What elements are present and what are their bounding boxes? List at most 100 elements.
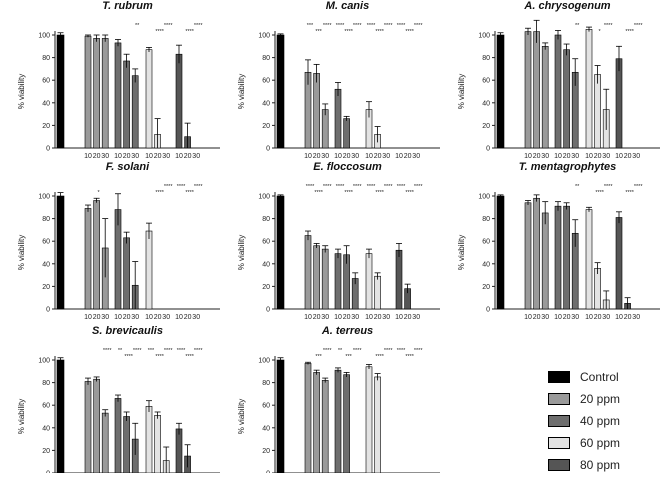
significance-label: **** — [353, 348, 362, 354]
chart-panel: S. brevicaulis% viability020406080100102… — [17, 325, 220, 473]
y-tick-label: 80 — [42, 55, 50, 62]
legend-label-80ppm: 80 ppm — [580, 458, 621, 472]
bar — [533, 197, 540, 310]
legend-item-40ppm: 40 ppm — [548, 411, 658, 431]
y-tick-label: 20 — [42, 448, 50, 455]
bar — [541, 212, 549, 310]
significance-label: **** — [177, 348, 186, 354]
significance-label: *** — [148, 348, 155, 354]
bar — [93, 200, 100, 310]
legend-swatch-20ppm — [548, 393, 570, 405]
chart-title: F. solani — [106, 161, 150, 173]
x-tick-label: 30 — [131, 153, 139, 160]
bar-control — [496, 195, 505, 310]
x-tick-label: 20 — [184, 314, 192, 321]
x-tick-label: 20 — [624, 153, 632, 160]
bar — [101, 412, 109, 473]
significance-label: **** — [306, 184, 315, 190]
x-tick-label: 10 — [365, 153, 373, 160]
x-tick-label: 30 — [162, 314, 170, 321]
significance-label: **** — [397, 23, 406, 29]
x-tick-label: 10 — [84, 153, 92, 160]
bar — [84, 208, 92, 310]
y-tick-label: 60 — [262, 403, 270, 410]
y-tick-label: 100 — [258, 194, 270, 201]
y-axis-label: % viability — [17, 235, 26, 271]
bar — [365, 366, 373, 473]
x-tick-label: 30 — [162, 153, 170, 160]
bar — [615, 58, 623, 149]
x-tick-label: 20 — [154, 153, 162, 160]
bar — [334, 88, 342, 149]
x-tick-label: 10 — [365, 314, 373, 321]
x-tick-label: 20 — [93, 153, 101, 160]
significance-label: **** — [384, 23, 393, 29]
x-tick-label: 30 — [192, 314, 200, 321]
x-tick-label: 10 — [554, 314, 562, 321]
x-tick-label: 30 — [541, 153, 549, 160]
bar — [334, 369, 342, 473]
bar — [123, 237, 130, 310]
bar — [343, 374, 350, 473]
significance-label: **** — [194, 23, 203, 29]
bar — [313, 245, 320, 310]
x-tick-label: 10 — [175, 153, 183, 160]
significance-label: **** — [185, 354, 194, 360]
significance-label: **** — [405, 29, 414, 35]
x-tick-label: 20 — [313, 153, 321, 160]
significance-label: **** — [367, 184, 376, 190]
x-tick-label: 30 — [602, 153, 610, 160]
significance-label: **** — [375, 190, 384, 196]
y-tick-label: 40 — [42, 425, 50, 432]
y-tick-label: 100 — [38, 194, 50, 201]
x-tick-label: 20 — [374, 314, 382, 321]
x-tick-label: 30 — [632, 153, 640, 160]
bar — [123, 60, 130, 149]
y-tick-label: 20 — [262, 448, 270, 455]
significance-label: **** — [595, 190, 604, 196]
y-axis-label: % viability — [237, 74, 246, 110]
x-tick-label: 30 — [602, 314, 610, 321]
x-tick-label: 20 — [404, 153, 412, 160]
bar — [145, 49, 153, 149]
chart-title: M. canis — [326, 0, 369, 12]
significance-label: ** — [135, 23, 140, 29]
bar-control — [56, 195, 65, 310]
significance-label: *** — [315, 354, 322, 360]
y-tick-label: 0 — [486, 146, 490, 153]
y-tick-label: 100 — [258, 33, 270, 40]
x-tick-label: 10 — [395, 314, 403, 321]
y-tick-label: 40 — [482, 261, 490, 268]
significance-label: ** — [118, 348, 123, 354]
x-tick-label: 30 — [131, 314, 139, 321]
significance-label: **** — [323, 23, 332, 29]
x-tick-label: 30 — [351, 153, 359, 160]
significance-label: **** — [155, 29, 164, 35]
y-tick-label: 0 — [266, 471, 270, 474]
significance-label: **** — [634, 23, 643, 29]
significance-label: **** — [604, 23, 613, 29]
x-tick-label: 20 — [404, 314, 412, 321]
bar — [585, 209, 593, 310]
bar-control — [496, 34, 505, 149]
significance-label: **** — [634, 184, 643, 190]
legend-item-20ppm: 20 ppm — [548, 389, 658, 409]
x-tick-label: 30 — [541, 314, 549, 321]
x-tick-label: 20 — [343, 153, 351, 160]
bar — [343, 118, 350, 149]
chart-title: E. floccosum — [313, 161, 382, 173]
significance-label: **** — [336, 23, 345, 29]
significance-label: **** — [384, 348, 393, 354]
y-tick-label: 80 — [482, 216, 490, 223]
bar — [563, 205, 570, 310]
x-tick-label: 10 — [334, 153, 342, 160]
bar — [101, 38, 109, 149]
x-tick-label: 10 — [615, 153, 623, 160]
bar — [524, 31, 532, 149]
bar — [554, 34, 562, 149]
bar — [334, 253, 342, 310]
x-tick-label: 20 — [343, 314, 351, 321]
x-tick-label: 10 — [114, 153, 122, 160]
x-tick-label: 10 — [554, 153, 562, 160]
